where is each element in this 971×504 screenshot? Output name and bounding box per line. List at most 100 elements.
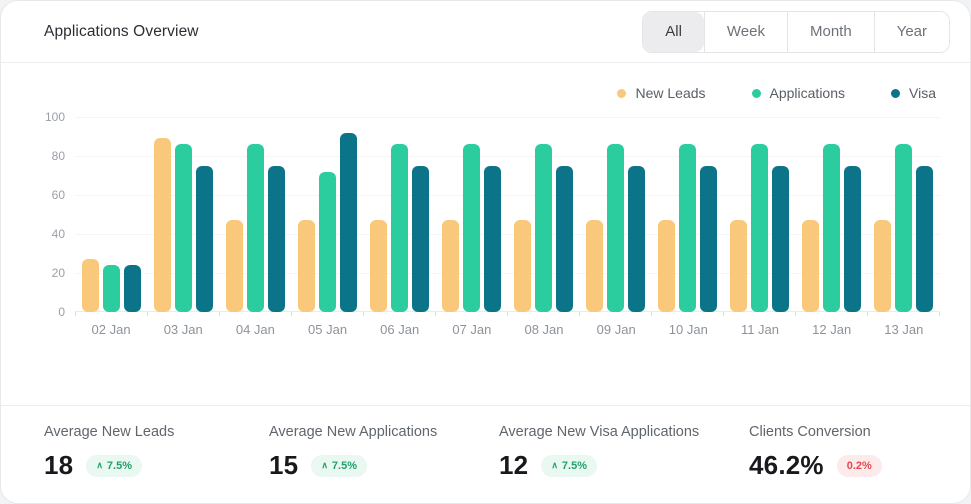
axis-tick [363,312,364,316]
bar-new-leads-10-jan[interactable] [658,220,676,312]
bar-applications-02-jan[interactable] [102,265,120,312]
bar-applications-05-jan[interactable] [318,171,336,312]
trend-badge: ∧ 7.5% [541,454,597,477]
bar-applications-08-jan[interactable] [535,144,552,312]
legend-dot-icon [891,88,901,98]
y-axis-tick-label: 100 [44,110,65,124]
axis-tick [867,312,868,316]
grid-line [75,273,940,274]
bar-new-leads-08-jan[interactable] [514,220,531,312]
grid-line [75,117,940,118]
bar-applications-10-jan[interactable] [679,144,697,312]
tab-year[interactable]: Year [873,11,949,52]
bar-visa-07-jan[interactable] [483,165,501,312]
bar-visa-05-jan[interactable] [339,132,357,312]
stat-label: Average New Leads [44,424,175,440]
x-axis-labels: 02 Jan 03 Jan 04 Jan 05 Jan 06 Jan 07 Jan 08 J… [75,322,940,337]
bar-applications-12-jan[interactable] [823,144,841,312]
bar-applications-09-jan[interactable] [607,144,625,312]
axis-tick [435,312,436,316]
bar-visa-13-jan[interactable] [916,165,934,312]
bar-new-leads-03-jan[interactable] [153,138,171,312]
bar-group-12-jan [802,117,862,312]
chart-legend: New Leads Applications Visa [29,85,940,101]
stat-clients-conversion: Clients Conversion 46.2% 0.2% [749,422,950,503]
bar-new-leads-09-jan[interactable] [586,220,604,312]
axis-tick [75,312,76,316]
bar-group-07-jan [441,117,501,312]
bar-visa-08-jan[interactable] [556,165,573,312]
bar-new-leads-07-jan[interactable] [441,220,459,312]
legend-item-applications[interactable]: Applications [751,85,846,101]
stat-average-new-applications: Average New Applications 15 ∧ 7.5% [269,422,499,503]
legend-item-new-leads[interactable]: New Leads [617,85,706,101]
axis-tick [147,312,148,316]
legend-item-visa[interactable]: Visa [891,85,936,101]
axis-tick [723,312,724,316]
bar-visa-03-jan[interactable] [195,165,213,312]
bar-new-leads-05-jan[interactable] [297,220,315,312]
x-axis-label: 06 Jan [380,322,420,337]
bar-visa-06-jan[interactable] [411,165,429,312]
axis-tick [219,312,220,316]
axis-tick [291,312,292,316]
bar-chart: 0 20 40 60 80 100 02 Jan 03 Jan 04 Jan 05 Jan 06 … [29,110,940,337]
bar-applications-07-jan[interactable] [462,144,480,312]
tab-all[interactable]: All [643,11,704,52]
x-axis-label: 11 Jan [740,322,780,337]
bar-new-leads-11-jan[interactable] [730,220,748,312]
stat-average-new-leads: Average New Leads 18 ∧ 7.5% [44,422,269,503]
grid-line [75,195,940,196]
bar-visa-11-jan[interactable] [772,165,790,312]
bar-visa-12-jan[interactable] [844,165,862,312]
trend-change-value: 0.2% [846,459,872,472]
stat-value: 46.2% [749,450,824,480]
y-axis-tick-label: 80 [51,149,65,163]
trend-change-value: 7.5% [331,459,357,472]
bar-visa-09-jan[interactable] [628,165,646,312]
x-axis-label: 09 Jan [596,322,636,337]
bar-applications-03-jan[interactable] [174,144,192,312]
bar-group-02-jan [81,117,141,312]
grid-line [75,311,940,312]
axis-tick [507,312,508,316]
trend-change-value: 7.5% [106,459,132,472]
y-axis-tick-label: 20 [51,266,65,280]
time-range-tabs: All Week Month Year [642,10,950,53]
bar-applications-04-jan[interactable] [246,144,264,312]
card-header: Applications Overview All Week Month Year [1,1,970,63]
plot-area: 02 Jan 03 Jan 04 Jan 05 Jan 06 Jan 07 Jan 08 J… [75,117,940,337]
bar-new-leads-02-jan[interactable] [81,259,99,312]
y-axis-tick-label: 0 [58,305,65,319]
trend-change-value: 7.5% [561,459,587,472]
y-axis: 0 20 40 60 80 100 [29,110,65,319]
chart-section: New Leads Applications Visa 0 20 40 60 80 100 0… [1,63,970,405]
x-axis-label: 05 Jan [308,322,348,337]
bar-applications-06-jan[interactable] [390,144,408,312]
bar-visa-02-jan[interactable] [123,265,141,312]
summary-stats: Average New Leads 18 ∧ 7.5% Average New Appl… [1,405,970,503]
trend-up-icon: ∧ [96,460,103,470]
bar-applications-11-jan[interactable] [751,144,769,312]
stat-value: 15 [269,450,299,480]
x-axis-label: 02 Jan [91,322,131,337]
bar-group-06-jan [369,117,429,312]
axis-tick [795,312,796,316]
bar-applications-13-jan[interactable] [895,144,913,312]
trend-badge: 0.2% [836,454,882,477]
tab-week[interactable]: Week [703,11,787,52]
axis-tick [651,312,652,316]
x-axis-label: 13 Jan [884,322,924,337]
bar-new-leads-06-jan[interactable] [369,220,387,312]
bar-new-leads-12-jan[interactable] [802,220,820,312]
tab-month[interactable]: Month [786,11,874,52]
axis-tick [579,312,580,316]
legend-label: Applications [769,85,846,101]
bar-new-leads-04-jan[interactable] [225,220,243,312]
legend-dot-icon [751,88,761,98]
bar-visa-04-jan[interactable] [267,165,285,312]
bar-new-leads-13-jan[interactable] [874,220,892,312]
axis-tick [939,312,940,316]
bar-visa-10-jan[interactable] [700,165,718,312]
